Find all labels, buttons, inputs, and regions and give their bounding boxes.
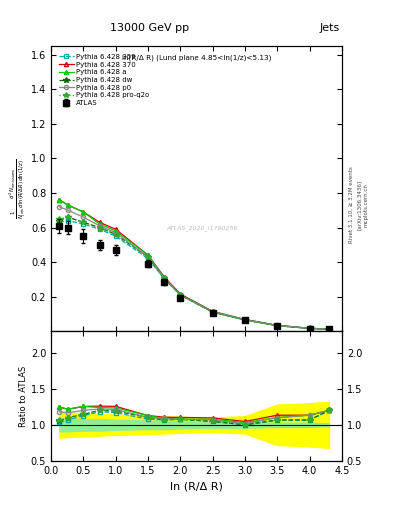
Line: Pythia 6.428 359: Pythia 6.428 359 [57,219,331,331]
Y-axis label: Ratio to ATLAS: Ratio to ATLAS [19,366,28,426]
Pythia 6.428 pro-q2o [97,224,102,230]
Text: [arXiv:1306.3436]: [arXiv:1306.3436] [357,180,362,230]
Pythia 6.428 p0 [66,207,70,214]
Pythia 6.428 pro-q2o [307,325,312,331]
Pythia 6.428 dw [113,231,118,238]
Pythia 6.428 359 [242,317,247,323]
Pythia 6.428 pro-q2o [57,216,62,222]
Pythia 6.428 p0 [113,229,118,236]
Pythia 6.428 dw [146,254,151,260]
Pythia 6.428 359 [57,219,62,225]
Pythia 6.428 pro-q2o [242,317,247,323]
Pythia 6.428 359 [162,275,167,282]
Pythia 6.428 370 [327,326,331,332]
Pythia 6.428 a [146,252,151,258]
Pythia 6.428 p0 [81,214,86,220]
Line: Pythia 6.428 p0: Pythia 6.428 p0 [57,205,331,331]
Pythia 6.428 pro-q2o [146,254,151,260]
Pythia 6.428 359 [327,326,331,332]
Pythia 6.428 dw [162,275,167,282]
Pythia 6.428 a [113,228,118,234]
Legend: Pythia 6.428 359, Pythia 6.428 370, Pythia 6.428 a, Pythia 6.428 dw, Pythia 6.42: Pythia 6.428 359, Pythia 6.428 370, Pyth… [56,51,152,109]
Pythia 6.428 p0 [210,309,215,315]
X-axis label: ln (R/Δ R): ln (R/Δ R) [170,481,223,491]
Pythia 6.428 a [275,323,280,329]
Pythia 6.428 a [97,221,102,227]
Pythia 6.428 359 [66,218,70,224]
Pythia 6.428 a [81,209,86,215]
Pythia 6.428 p0 [57,204,62,210]
Line: Pythia 6.428 pro-q2o: Pythia 6.428 pro-q2o [57,215,332,332]
Pythia 6.428 dw [210,309,215,315]
Text: ATLAS_2020_I1790256: ATLAS_2020_I1790256 [167,226,238,231]
Line: Pythia 6.428 a: Pythia 6.428 a [57,198,331,331]
Pythia 6.428 dw [242,317,247,323]
Pythia 6.428 pro-q2o [275,323,280,329]
Pythia 6.428 359 [97,226,102,232]
Pythia 6.428 a [210,309,215,315]
Pythia 6.428 370 [307,325,312,331]
Y-axis label: $\frac{1}{N_{\mathrm{jets}}}\frac{d^2 N_{\mathrm{emissions}}}{d\ln(R/\Delta R)\,: $\frac{1}{N_{\mathrm{jets}}}\frac{d^2 N_… [8,158,28,219]
Pythia 6.428 p0 [242,317,247,323]
Pythia 6.428 a [66,202,70,208]
Pythia 6.428 dw [307,325,312,331]
Pythia 6.428 359 [113,233,118,239]
Pythia 6.428 370 [162,274,167,280]
Pythia 6.428 p0 [146,254,151,260]
Pythia 6.428 359 [307,325,312,331]
Pythia 6.428 pro-q2o [66,214,70,220]
Pythia 6.428 370 [275,322,280,328]
Pythia 6.428 dw [327,326,331,332]
Pythia 6.428 370 [210,308,215,314]
Pythia 6.428 359 [146,255,151,262]
Pythia 6.428 370 [81,209,86,215]
Pythia 6.428 p0 [307,325,312,331]
Pythia 6.428 p0 [162,274,167,281]
Pythia 6.428 dw [178,292,183,298]
Text: ln(R/Δ R) (Lund plane 4.85<ln(1/z)<5.13): ln(R/Δ R) (Lund plane 4.85<ln(1/z)<5.13) [122,55,271,61]
Pythia 6.428 a [327,326,331,332]
Pythia 6.428 dw [81,219,86,225]
Pythia 6.428 359 [275,323,280,329]
Pythia 6.428 370 [146,252,151,258]
Text: Jets: Jets [320,23,340,33]
Pythia 6.428 p0 [327,326,331,332]
Pythia 6.428 370 [242,316,247,323]
Pythia 6.428 370 [66,202,70,208]
Text: Rivet 3.1.10, ≥ 3.2M events: Rivet 3.1.10, ≥ 3.2M events [349,166,354,243]
Pythia 6.428 370 [178,291,183,297]
Pythia 6.428 359 [178,292,183,298]
Pythia 6.428 dw [57,218,62,224]
Pythia 6.428 a [178,292,183,298]
Pythia 6.428 359 [210,309,215,315]
Pythia 6.428 370 [97,219,102,225]
Pythia 6.428 p0 [178,292,183,298]
Text: mcplots.cern.ch: mcplots.cern.ch [364,183,369,227]
Pythia 6.428 dw [66,214,70,220]
Pythia 6.428 dw [275,323,280,329]
Pythia 6.428 pro-q2o [162,275,167,282]
Pythia 6.428 pro-q2o [327,326,331,332]
Pythia 6.428 359 [81,221,86,227]
Pythia 6.428 p0 [275,323,280,329]
Pythia 6.428 p0 [97,223,102,229]
Pythia 6.428 370 [57,197,62,203]
Pythia 6.428 a [242,316,247,323]
Pythia 6.428 a [307,325,312,331]
Pythia 6.428 pro-q2o [113,231,118,238]
Pythia 6.428 pro-q2o [210,309,215,315]
Pythia 6.428 370 [113,226,118,232]
Pythia 6.428 pro-q2o [81,219,86,225]
Pythia 6.428 dw [97,224,102,230]
Pythia 6.428 a [162,274,167,281]
Pythia 6.428 pro-q2o [178,292,183,298]
Line: Pythia 6.428 dw: Pythia 6.428 dw [57,215,332,332]
Text: 13000 GeV pp: 13000 GeV pp [110,23,189,33]
Line: Pythia 6.428 370: Pythia 6.428 370 [57,198,331,331]
Pythia 6.428 a [57,197,62,203]
